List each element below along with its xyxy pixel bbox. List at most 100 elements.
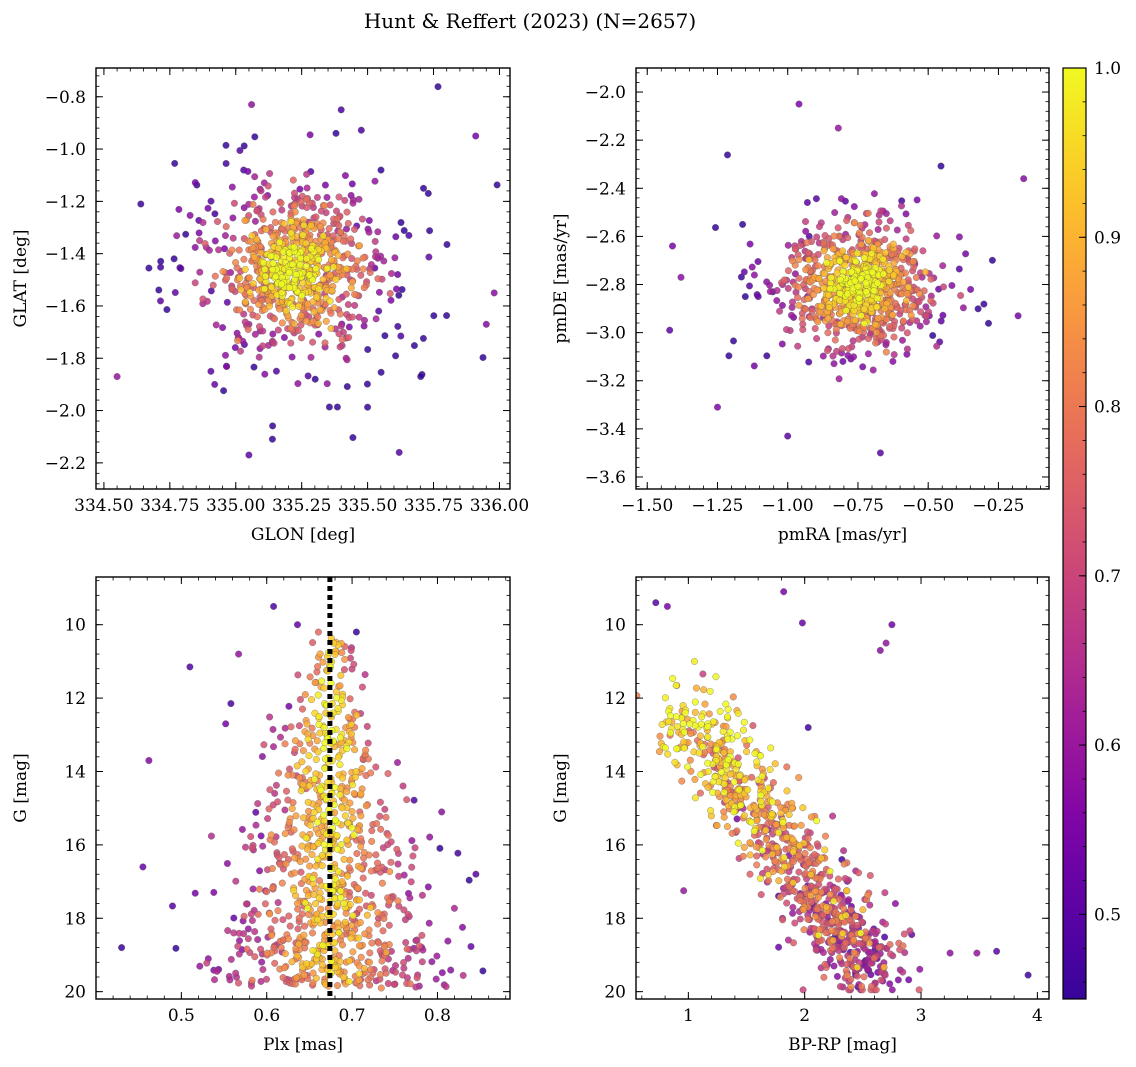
data-point [671,758,679,766]
data-point [1024,971,1032,979]
data-point [862,279,870,287]
data-point [319,658,327,666]
data-point [306,131,314,139]
data-point [309,276,317,284]
data-point [840,905,848,913]
data-point [871,938,879,945]
data-point [336,228,344,236]
data-point [763,352,771,360]
data-point [857,929,865,937]
data-point [221,232,229,240]
data-point [270,602,278,610]
data-point [378,879,386,887]
data-point [424,883,432,891]
data-point [229,234,237,242]
y-tick-label: −2.6 [585,227,626,247]
data-point [842,911,850,919]
data-point [704,733,712,741]
data-point [211,380,219,388]
data-point [309,874,317,882]
data-point [788,804,796,812]
data-point [261,900,269,908]
data-point [264,182,272,190]
data-point [791,822,799,830]
data-point [246,305,254,313]
data-point [404,910,412,918]
data-point [804,835,812,842]
data-point [343,265,351,273]
data-point [234,337,242,345]
data-point [828,918,836,926]
data-point [261,265,269,273]
data-point [340,899,348,907]
data-point [343,356,351,364]
data-point [248,976,256,984]
data-point [342,290,350,298]
data-point [746,240,754,248]
data-point [365,926,373,934]
data-point [707,807,715,815]
data-point [344,250,352,258]
data-point [886,289,894,297]
data-point [219,268,227,276]
y-axis-label: GLAT [deg] [11,229,31,327]
data-point [855,335,863,343]
data-point [269,330,277,338]
data-point [730,778,738,786]
data-point [222,141,230,149]
y-tick-label: −2.4 [585,179,626,199]
data-point [447,966,455,974]
data-point [400,959,408,966]
data-point [768,798,776,806]
data-point [758,772,766,780]
data-point [268,435,276,443]
data-point [163,306,171,314]
data-point [259,842,267,850]
data-point [314,663,322,670]
data-point [338,336,346,343]
data-point [299,781,307,789]
data-point [788,257,796,265]
y-tick-label: 10 [604,616,626,636]
data-point [222,160,230,167]
data-point [985,319,992,327]
data-point [831,885,839,893]
data-point [740,718,748,726]
data-point [811,325,819,332]
data-point [223,298,231,306]
data-point [309,338,317,346]
data-point [766,766,774,773]
data-point [756,875,764,882]
data-point [247,910,255,918]
data-point [315,713,323,720]
data-point [410,342,418,350]
data-point [898,324,906,332]
data-point [746,736,754,744]
data-point [856,221,864,229]
data-point [385,921,393,929]
data-point [269,266,277,274]
data-point [866,229,873,237]
data-point [303,960,310,968]
data-point [789,909,797,917]
data-point [157,257,165,265]
data-point [353,850,361,857]
data-point [666,712,674,720]
data-point [873,329,881,337]
data-point [829,812,837,820]
data-point [721,774,729,782]
data-point [331,816,339,824]
data-point [712,745,720,753]
data-point [921,268,929,276]
data-point [118,944,126,952]
data-point [358,765,366,773]
data-point [769,779,777,787]
data-point [249,200,257,208]
data-point [432,975,440,983]
y-tick-label: −3.6 [585,468,626,488]
data-point [300,814,308,822]
data-point [249,244,257,252]
data-point [402,939,410,946]
data-point [407,878,415,886]
data-point [285,702,293,710]
